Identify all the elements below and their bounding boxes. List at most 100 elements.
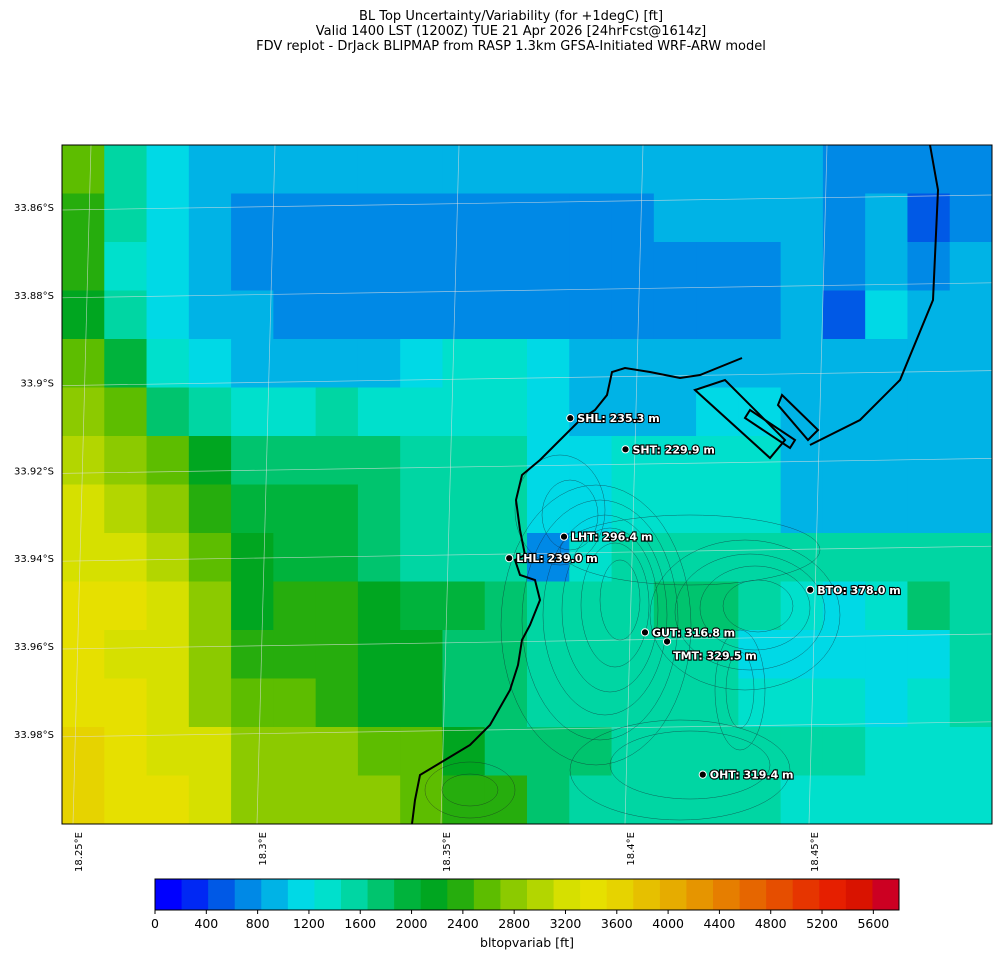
grid-cell — [907, 290, 951, 340]
grid-cell — [949, 339, 992, 389]
grid-cell — [527, 484, 570, 534]
site-shl[interactable]: SHL: 235.3 m — [566, 411, 661, 426]
grid-cell — [357, 484, 401, 534]
terrain-contour — [514, 454, 606, 566]
site-marker[interactable] — [806, 585, 815, 594]
grid-cell — [822, 339, 866, 389]
grid-cell — [231, 436, 274, 486]
grid-cell — [442, 387, 486, 437]
site-lhl[interactable]: LHL: 239.0 m — [505, 551, 599, 566]
grid-cell — [611, 727, 655, 777]
grid-cell — [865, 581, 909, 631]
colorbar-swatch — [261, 879, 289, 910]
grid-cell — [949, 436, 992, 486]
graticule-lon-line — [440, 145, 460, 824]
grid-cell — [442, 581, 486, 631]
grid-cell — [104, 242, 148, 292]
site-marker[interactable] — [621, 445, 630, 454]
colorbar-frame — [154, 878, 900, 911]
lon-tick-label: 18.3°E — [258, 832, 269, 866]
grid-cell — [357, 242, 401, 292]
grid-cell — [611, 193, 655, 243]
grid-cell — [146, 387, 190, 437]
grid-cell — [780, 242, 824, 292]
lon-tick-label: 18.45°E — [810, 832, 821, 872]
grid-cell — [484, 775, 528, 824]
site-tmt[interactable]: TMT: 329.5 m — [662, 637, 758, 664]
grid-cell — [949, 145, 992, 195]
grid-cell — [104, 387, 148, 437]
grid-cell — [400, 533, 444, 583]
grid-cell — [653, 193, 697, 243]
terrain-contour — [500, 484, 692, 766]
site-lht[interactable]: LHT: 296.4 m — [559, 530, 654, 545]
graticule-lon-line — [72, 145, 92, 824]
grid-cell — [146, 436, 190, 486]
grid-cell — [315, 436, 359, 486]
grid-cell — [231, 581, 274, 631]
grid-cell — [231, 193, 274, 243]
grid-cell — [865, 145, 909, 195]
grid-cell — [442, 727, 486, 777]
title-block: BL Top Uncertainty/Variability (for +1de… — [0, 9, 1001, 54]
site-bto[interactable]: BTO: 378.0 m — [806, 583, 902, 598]
grid-cell — [442, 242, 486, 292]
grid-cell — [315, 678, 359, 728]
grid-cell — [273, 339, 317, 389]
grid-cell — [527, 436, 570, 486]
site-marker[interactable] — [698, 770, 707, 779]
graticule-lat-line — [62, 194, 992, 211]
grid-cell — [780, 290, 824, 340]
grid-cell — [62, 775, 105, 824]
colorbar-swatch — [580, 879, 608, 910]
title-line-2: Valid 1400 LST (1200Z) TUE 21 Apr 2026 [… — [315, 24, 707, 39]
site-marker[interactable] — [662, 637, 672, 646]
grid-cell — [273, 436, 317, 486]
colorbar-swatch — [367, 879, 395, 910]
grid-cell — [569, 581, 613, 631]
harbour-mole — [743, 408, 797, 450]
grid-cell — [653, 145, 697, 195]
site-marker[interactable] — [566, 414, 575, 423]
grid-cell — [780, 727, 824, 777]
grid-cell — [611, 290, 655, 340]
lat-tick-label: 33.94°S — [14, 554, 54, 565]
terrain-contour — [541, 479, 599, 551]
colorbar-tick-label: 800 — [246, 916, 270, 931]
site-marker[interactable] — [640, 628, 650, 637]
colorbar-swatch — [633, 879, 661, 910]
colorbar-tick-label: 1200 — [293, 916, 325, 931]
grid-cell — [907, 436, 951, 486]
colorbar-tick-label: 400 — [194, 916, 218, 931]
lon-tick-label: 18.25°E — [74, 832, 85, 872]
grid-cell — [780, 775, 824, 824]
site-gut[interactable]: GUT: 316.8 m — [640, 625, 736, 640]
grid-cell — [780, 484, 824, 534]
grid-cell — [738, 727, 782, 777]
grid-cell — [653, 242, 697, 292]
grid-cell — [62, 290, 105, 340]
colorbar-swatch — [713, 879, 741, 910]
grid-cell — [188, 290, 232, 340]
grid-cell — [865, 290, 909, 340]
grid-cell — [400, 145, 444, 195]
grid-cell — [949, 581, 992, 631]
site-sht[interactable]: SHT: 229.9 m — [621, 442, 716, 457]
grid-cell — [653, 533, 697, 583]
grid-cell — [484, 145, 528, 195]
graticule-lon-line — [808, 145, 828, 824]
grid-cell — [104, 581, 148, 631]
grid-cell — [611, 145, 655, 195]
site-oht[interactable]: OHT: 319.4 m — [698, 768, 795, 783]
colorbar-tick-label: 5600 — [857, 916, 889, 931]
grid-cell — [484, 193, 528, 243]
site-marker[interactable] — [559, 532, 569, 541]
grid-cell — [146, 193, 190, 243]
grid-cell — [104, 727, 148, 777]
site-marker[interactable] — [505, 554, 514, 563]
grid-cell — [738, 339, 782, 389]
grid-cell — [146, 484, 190, 534]
grid-cell — [62, 678, 105, 728]
grid-cell — [188, 436, 232, 486]
grid-cell — [865, 339, 909, 389]
